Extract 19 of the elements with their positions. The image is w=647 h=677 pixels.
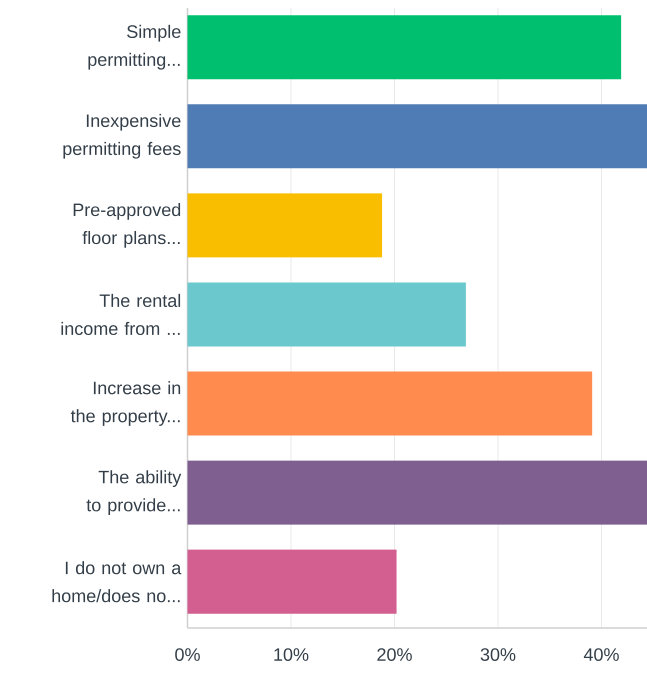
bar xyxy=(188,282,466,346)
bar xyxy=(188,460,647,525)
bar xyxy=(188,193,382,258)
x-tick-label: 40% xyxy=(584,648,619,661)
y-tick-label: Simple permitting... xyxy=(88,24,180,70)
x-tick-label: 10% xyxy=(274,648,308,661)
bar xyxy=(188,550,397,614)
y-tick-label: I do not own a home/does no... xyxy=(52,561,182,602)
y-tick-label: Pre-approved floor plans... xyxy=(74,202,180,248)
y-tick-label: The rental income from ... xyxy=(61,294,180,336)
y-tick-label: Inexpensive permitting fees xyxy=(63,114,181,159)
x-tick-label: 30% xyxy=(480,648,516,661)
bar xyxy=(188,372,592,436)
bar xyxy=(188,15,622,80)
y-tick-label: Increase in the property... xyxy=(70,381,180,426)
y-tick-label: The ability to provide... xyxy=(86,470,182,515)
x-tick-label: 0% xyxy=(175,648,200,661)
x-tick-label: 20% xyxy=(377,648,412,661)
bar xyxy=(188,104,647,168)
